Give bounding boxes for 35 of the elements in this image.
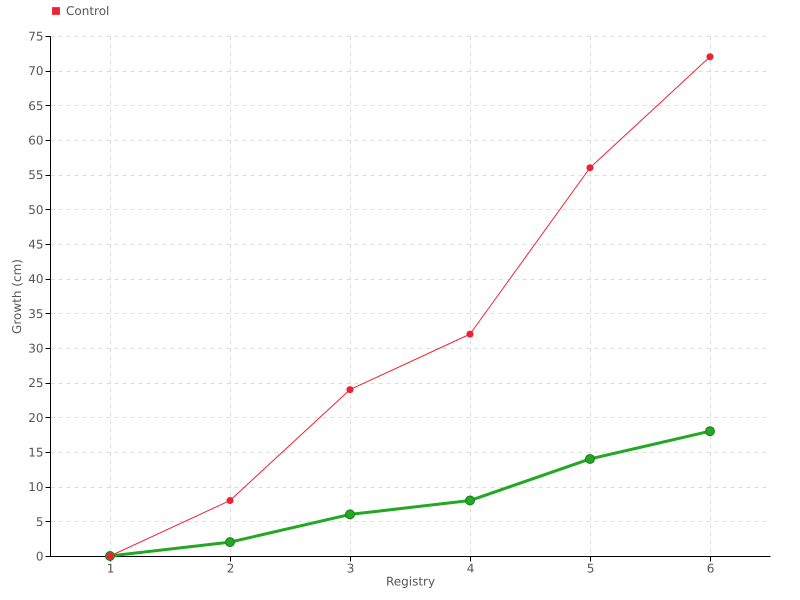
y-tick-label: 20: [28, 410, 44, 425]
point: [225, 537, 235, 548]
y-tick-label: 35: [28, 306, 44, 321]
y-tick-label: 65: [28, 98, 44, 113]
x-tick-label: 6: [706, 562, 714, 576]
point: [706, 53, 714, 60]
point: [345, 509, 355, 520]
x-tick-label: 5: [586, 562, 594, 576]
y-tick-label: 0: [36, 550, 44, 564]
y-tick-label: 75: [28, 30, 44, 44]
point: [346, 386, 354, 394]
y-axis-title: Growth (cm): [10, 259, 24, 334]
x-tick-label: 4: [466, 562, 474, 576]
point: [226, 497, 234, 504]
y-tick-label: 40: [28, 272, 44, 286]
y-tick-label: 45: [28, 238, 44, 252]
y-tick-label: 55: [28, 168, 44, 182]
y-tick-label: 15: [28, 446, 44, 460]
point: [465, 496, 475, 506]
y-tick-label: 30: [28, 342, 44, 356]
point: [466, 330, 474, 338]
point: [705, 426, 715, 436]
legend-label: Control: [66, 4, 110, 18]
y-tick-label: 5: [36, 514, 44, 529]
x-tick-label: 1: [106, 562, 114, 576]
x-tick-label: 3: [346, 562, 354, 576]
point: [586, 164, 594, 172]
y-tick-label: 25: [28, 376, 44, 390]
y-tick-label: 70: [28, 64, 44, 78]
y-tick-label: 60: [28, 134, 44, 148]
y-tick-label: 50: [28, 202, 44, 217]
x-tick-label: 2: [226, 562, 234, 576]
x-axis-title: Registry: [386, 574, 436, 588]
y-tick-label: 10: [28, 480, 44, 494]
point: [585, 454, 595, 464]
